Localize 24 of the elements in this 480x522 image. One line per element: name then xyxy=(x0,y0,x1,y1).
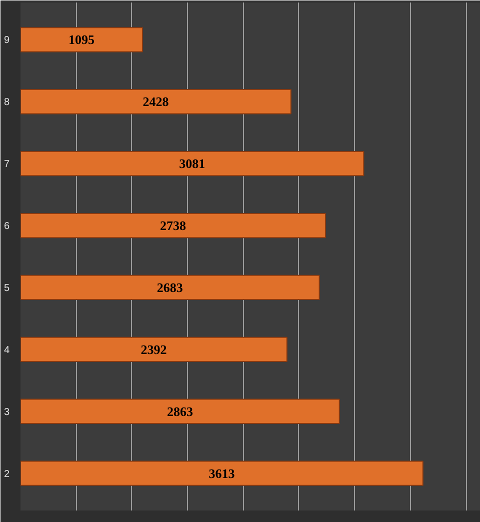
data-label: 2428 xyxy=(142,94,170,110)
bar xyxy=(20,89,292,114)
y-tick-label: 5 xyxy=(4,282,10,294)
data-label: 2392 xyxy=(140,342,167,357)
bar xyxy=(20,274,320,300)
y-tick-label: 2 xyxy=(4,468,10,480)
bar xyxy=(20,212,326,238)
y-tick-label: 8 xyxy=(4,97,10,108)
y-tick-label: 4 xyxy=(4,344,10,356)
data-label: 3613 xyxy=(208,466,236,481)
y-tick-label: 6 xyxy=(4,221,10,232)
data-label: 2863 xyxy=(166,404,194,419)
bar xyxy=(20,150,364,176)
bar xyxy=(20,460,424,486)
bar xyxy=(20,336,288,362)
y-tick-label: 7 xyxy=(4,159,10,170)
bar xyxy=(20,398,340,424)
data-label: 2683 xyxy=(156,280,184,295)
data-label: 3081 xyxy=(179,156,206,172)
data-label: 2738 xyxy=(160,218,186,234)
y-tick-label: 9 xyxy=(4,35,10,46)
y-tick-label: 3 xyxy=(4,406,10,418)
bar xyxy=(20,27,143,52)
data-label: 1095 xyxy=(68,32,95,48)
